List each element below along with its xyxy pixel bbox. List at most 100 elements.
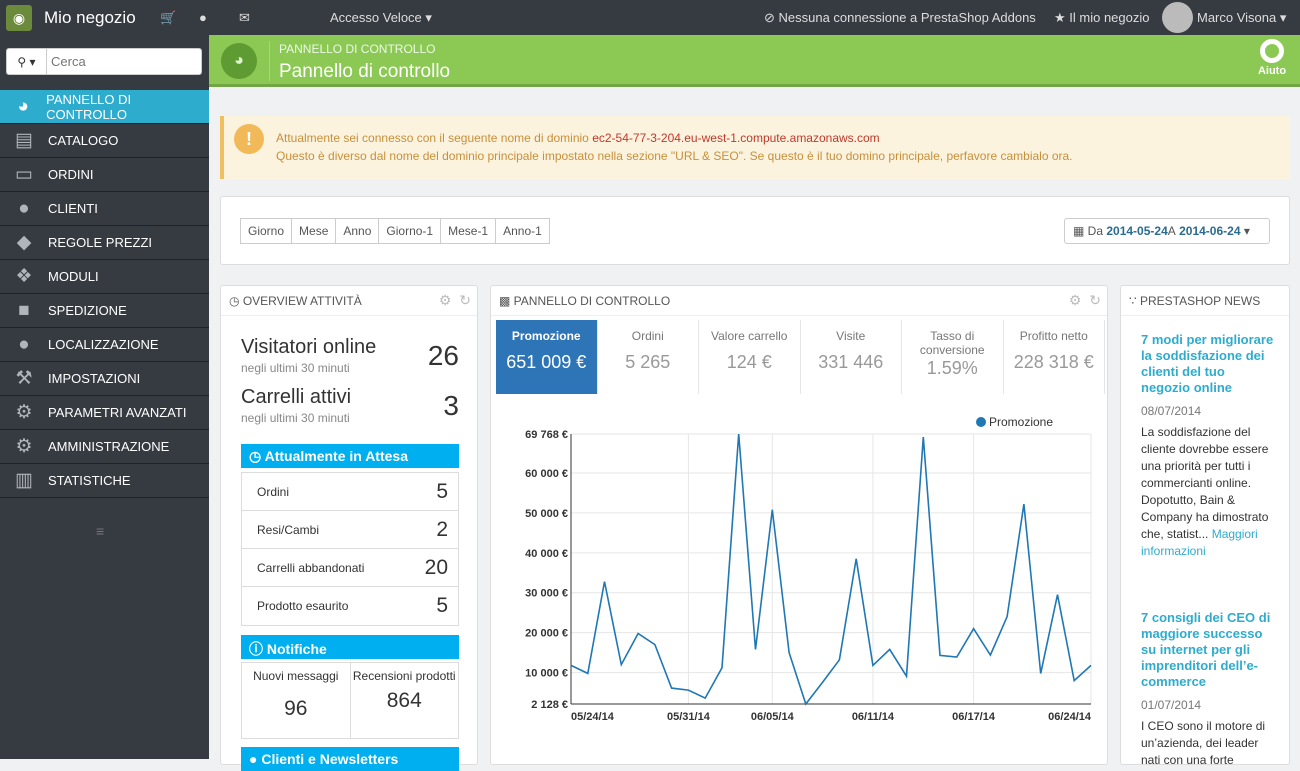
- quick-access-dropdown[interactable]: Accesso Veloce ▾: [330, 10, 432, 26]
- news-item-date: 01/07/2014: [1141, 698, 1276, 712]
- sidebar-item-label: REGOLE PREZZI: [48, 235, 152, 250]
- online-visitors-sub: negli ultimi 30 minuti: [241, 361, 459, 375]
- y-tick-label: 30 000 €: [525, 588, 568, 600]
- date-range-picker[interactable]: ▦ Da 2014-05-24 A 2014-06-24 ▾: [1064, 218, 1270, 244]
- sidebar-item-label: ORDINI: [48, 167, 94, 182]
- globe-icon: ●: [0, 334, 48, 356]
- sidebar-item-localizzazione[interactable]: ●LOCALIZZAZIONE: [0, 328, 209, 362]
- news-item-title[interactable]: 7 consigli dei CEO di maggiore successo …: [1141, 610, 1276, 690]
- pending-value: 2: [436, 518, 448, 542]
- period-button-anno-1[interactable]: Anno-1: [495, 218, 550, 244]
- product-reviews-value: 864: [351, 689, 459, 713]
- product-reviews-label: Recensioni prodotti: [351, 669, 459, 683]
- configure-icon[interactable]: ⚙: [439, 292, 452, 308]
- sidebar-item-label: LOCALIZZAZIONE: [48, 337, 159, 352]
- cart-icon[interactable]: 🛒: [160, 10, 176, 26]
- sidebar-item-impostazioni[interactable]: ⚒IMPOSTAZIONI: [0, 362, 209, 396]
- notifications-title: Notifiche: [267, 641, 327, 657]
- pending-label: Prodotto esaurito: [257, 599, 348, 613]
- avatar[interactable]: [1162, 2, 1193, 33]
- dashboard-icon: ◕: [0, 96, 46, 118]
- cog-icon: ⚙: [0, 435, 48, 458]
- prestashop-logo-icon[interactable]: ◉: [6, 5, 32, 31]
- sidebar-item-amministrazione[interactable]: ⚙AMMINISTRAZIONE: [0, 430, 209, 464]
- envelope-icon[interactable]: ✉: [239, 10, 250, 26]
- notifications-header: ⓘ Notifiche: [241, 635, 459, 659]
- list-item[interactable]: Resi/Cambi 2: [242, 511, 458, 549]
- news-item-text: I CEO sono il motore di un’azienda, dei …: [1141, 718, 1276, 769]
- sidebar-item-label: IMPOSTAZIONI: [48, 371, 140, 386]
- sidebar-item-moduli[interactable]: ❖MODULI: [0, 260, 209, 294]
- rss-icon: ∵: [1129, 294, 1140, 308]
- my-shop-link[interactable]: ★ Il mio negozio: [1054, 10, 1150, 26]
- kpi-value: 5 265: [598, 352, 699, 373]
- date-from: 2014-05-24: [1106, 224, 1167, 238]
- pending-value: 20: [425, 556, 448, 580]
- sidebar-item-clienti[interactable]: ●CLIENTI: [0, 192, 209, 226]
- kpi-value: 228 318 €: [1004, 352, 1105, 373]
- period-button-mese[interactable]: Mese: [291, 218, 336, 244]
- sidebar-item-label: PARAMETRI AVANZATI: [48, 405, 186, 420]
- sidebar: ⚲ ▾ ◕PANNELLO DI CONTROLLO▤CATALOGO▭ORDI…: [0, 35, 209, 759]
- period-button-giorno[interactable]: Giorno: [240, 218, 292, 244]
- sidebar-item-label: AMMINISTRAZIONE: [48, 439, 169, 454]
- period-button-anno[interactable]: Anno: [335, 218, 379, 244]
- user-menu-dropdown[interactable]: Marco Visona ▾: [1197, 10, 1286, 26]
- breadcrumb[interactable]: PANNELLO DI CONTROLLO: [279, 42, 435, 56]
- sidebar-item-spedizione[interactable]: ■SPEDIZIONE: [0, 294, 209, 328]
- addons-connection-link[interactable]: ⊘ Nessuna connessione a PrestaShop Addon…: [764, 10, 1036, 26]
- activity-overview-panel: ◷ OVERVIEW ATTIVITÀ ⚙ ↻ Visitatori onlin…: [220, 285, 478, 765]
- user-icon[interactable]: ●: [199, 10, 207, 25]
- info-icon: ⓘ: [249, 641, 267, 657]
- period-button-mese-1[interactable]: Mese-1: [440, 218, 496, 244]
- online-visitors-value: 26: [428, 340, 459, 372]
- search-input[interactable]: [51, 52, 199, 71]
- help-button[interactable]: Aiuto: [1255, 39, 1289, 77]
- refresh-icon[interactable]: ↻: [459, 292, 471, 308]
- active-carts: Carrelli attivi negli ultimi 30 minuti 3: [241, 386, 459, 425]
- shop-name-link[interactable]: Mio negozio: [44, 8, 136, 28]
- news-item-title[interactable]: 7 modi per migliorare la soddisfazione d…: [1141, 332, 1276, 396]
- sidebar-item-pannello-di-controllo[interactable]: ◕PANNELLO DI CONTROLLO: [0, 90, 209, 124]
- configure-icon[interactable]: ⚙: [1069, 292, 1082, 308]
- sidebar-item-statistiche[interactable]: ▥STATISTICHE: [0, 464, 209, 498]
- y-tick-label: 69 768 €: [525, 429, 568, 441]
- addons-label: Nessuna connessione a PrestaShop Addons: [779, 10, 1036, 25]
- search-type-dropdown[interactable]: ⚲ ▾: [7, 49, 47, 74]
- sidebar-item-label: MODULI: [48, 269, 99, 284]
- clock-icon: ◷: [249, 448, 265, 464]
- period-button-giorno-1[interactable]: Giorno-1: [378, 218, 441, 244]
- new-messages-value: 96: [242, 697, 350, 721]
- product-reviews[interactable]: Recensioni prodotti 864: [351, 663, 459, 738]
- sidebar-item-regole-prezzi[interactable]: ◆REGOLE PREZZI: [0, 226, 209, 260]
- sidebar-item-catalogo[interactable]: ▤CATALOGO: [0, 124, 209, 158]
- collapse-menu-icon[interactable]: ≡: [96, 523, 104, 539]
- legend-marker: [976, 417, 986, 427]
- date-to-prefix: A: [1168, 224, 1176, 238]
- pending-label: Ordini: [257, 485, 289, 499]
- x-tick-label: 06/17/14: [952, 711, 996, 723]
- newsletter-title: Clienti e Newsletters: [261, 751, 398, 767]
- series-line: [571, 434, 1091, 704]
- truck-icon: ■: [0, 300, 48, 322]
- puzzle-icon: ❖: [0, 265, 48, 288]
- news-item-date: 08/07/2014: [1141, 404, 1276, 418]
- refresh-icon[interactable]: ↻: [1089, 292, 1101, 308]
- sidebar-item-ordini[interactable]: ▭ORDINI: [0, 158, 209, 192]
- kpi-label: Visite: [801, 329, 902, 343]
- my-shop-label: Il mio negozio: [1069, 10, 1149, 25]
- sidebar-item-parametri-avanzati[interactable]: ⚙PARAMETRI AVANZATI: [0, 396, 209, 430]
- pending-label: Resi/Cambi: [257, 523, 319, 537]
- dashboard-title: PANNELLO DI CONTROLLO: [514, 294, 670, 308]
